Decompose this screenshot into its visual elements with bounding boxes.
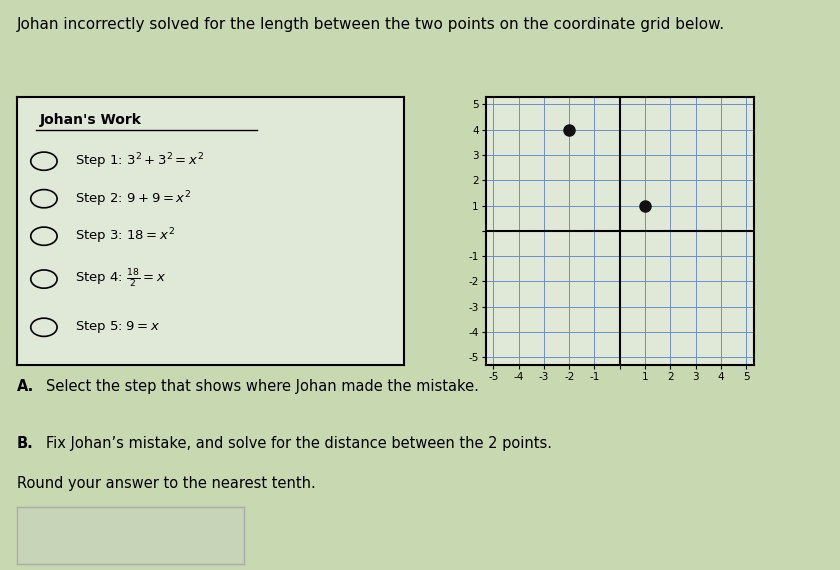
Text: Johan's Work: Johan's Work [40, 113, 142, 127]
Text: Step 2: $9 + 9 = x^2$: Step 2: $9 + 9 = x^2$ [75, 189, 192, 209]
Text: Step 5: $9 = x$: Step 5: $9 = x$ [75, 319, 160, 335]
Text: Step 3: $18 = x^2$: Step 3: $18 = x^2$ [75, 226, 175, 246]
Text: A.: A. [17, 379, 34, 394]
Text: Round your answer to the nearest tenth.: Round your answer to the nearest tenth. [17, 476, 316, 491]
Text: B.: B. [17, 436, 34, 451]
Text: Step 4: $\frac{18}{2} = x$: Step 4: $\frac{18}{2} = x$ [75, 268, 166, 290]
Text: Step 1: $3^2 + 3^2 = x^2$: Step 1: $3^2 + 3^2 = x^2$ [75, 152, 204, 171]
Text: Select the step that shows where Johan made the mistake.: Select the step that shows where Johan m… [46, 379, 479, 394]
Text: Fix Johan’s mistake, and solve for the distance between the 2 points.: Fix Johan’s mistake, and solve for the d… [46, 436, 552, 451]
Text: Johan incorrectly solved for the length between the two points on the coordinate: Johan incorrectly solved for the length … [17, 17, 725, 32]
